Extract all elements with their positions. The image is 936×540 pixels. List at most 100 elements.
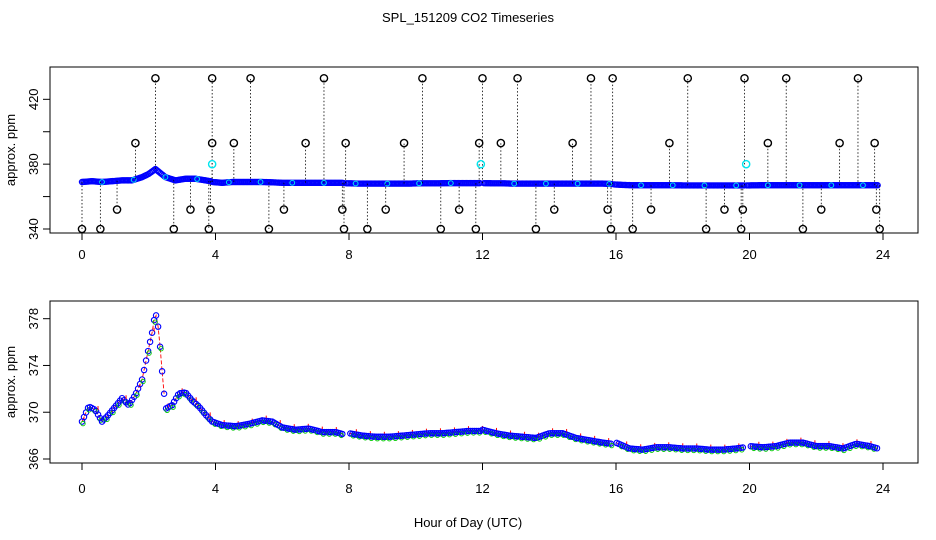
top-data-point-cyan [606,180,613,187]
bottom-data-point [154,323,162,330]
bottom-data-point [140,366,148,374]
x-tick-label: 0 [78,481,85,496]
x-tick-label: 4 [212,247,219,262]
y-tick-label: 366 [26,448,41,470]
top-outlier-point [77,224,87,234]
top-outlier-point [740,73,749,83]
bottom-series-line [81,313,165,423]
bottom-data-point [190,399,198,406]
top-data-point-cyan [447,180,454,187]
top-outlier-point [763,138,773,148]
top-outlier-point [381,205,391,214]
bottom-data-point-green [134,392,140,398]
bottom-data-point [130,393,138,401]
top-outlier-point [549,205,559,214]
bottom-data-point [170,398,178,405]
top-outlier-point [781,73,791,83]
x-tick-label: 12 [475,481,489,496]
bottom-data-point-green [338,432,344,439]
bottom-data-point [158,368,166,375]
top-outlier-point [646,205,656,214]
top-outlier-point [870,138,879,148]
bottom-data-point [230,422,238,430]
top-outlier-point [151,73,160,83]
bottom-data-point [339,430,346,438]
top-data-point-cyan [733,182,740,189]
bottom-y-axis: 366 370 374 378 [26,308,51,470]
top-outlier-point [338,205,347,214]
bottom-data-point-green [871,446,877,452]
bottom-data-point [685,445,693,452]
bottom-data-point [381,433,388,441]
top-outlier-point [301,138,310,148]
top-plot-frame [49,66,919,234]
top-data-point-cyan [194,176,201,182]
y-tick-label: 420 [26,88,41,110]
x-tick-label: 0 [78,247,85,262]
top-x-axis: 0 4 8 12 16 20 24 [78,232,890,262]
top-outlier-point [436,224,446,234]
bottom-data-point [739,444,747,451]
top-data-point-cyan [257,179,264,185]
top-outlier-point [835,138,844,148]
bottom-panel: 0 4 8 12 16 20 24 366 370 374 378 approx. ppm [3,300,919,496]
top-outlier-point [478,73,487,83]
bottom-data-point [142,357,150,364]
bottom-data-point [435,430,442,437]
top-outlier-point [474,138,484,148]
top-outlier-point [96,224,105,234]
top-outlier-point [131,138,140,148]
top-data-point [874,182,881,189]
top-outlier-point [736,224,746,234]
y-tick-label: 374 [26,355,41,377]
top-data-point-cyan [352,180,359,187]
bottom-data-point [655,444,662,451]
top-highlight-point [207,159,217,169]
top-data-point-cyan [384,180,391,187]
x-tick-label: 20 [742,481,756,496]
x-tick-label: 16 [609,481,623,496]
top-outlier-point [204,224,214,234]
bottom-data-point [94,411,102,418]
bottom-data-point [679,445,686,452]
bottom-data-point-green [146,350,152,356]
bottom-data-point-green [104,416,110,423]
top-data-point-cyan [701,182,708,189]
x-tick-label: 16 [609,247,623,262]
bottom-data-point-green [609,442,615,449]
bottom-plot-frame [49,300,919,464]
top-data-point-cyan [543,180,549,187]
top-data-point-cyan [162,174,169,181]
bottom-data-point [172,394,180,402]
bottom-data-point [549,430,556,437]
top-data-point-cyan [416,180,422,187]
bottom-data-point [375,433,382,441]
top-highlight-point [476,159,486,169]
bottom-data-point [327,428,334,436]
bottom-data-point-green [170,404,176,410]
bottom-data-point [188,397,196,404]
top-outlier-point [701,224,711,234]
top-outlier-point [341,138,350,148]
bottom-data-point [817,442,825,450]
top-outlier-point [683,73,693,83]
top-highlight-point [741,159,751,169]
top-outlier-point [319,73,329,83]
bottom-data-point [471,427,478,435]
bottom-data-point [152,312,160,319]
bottom-y-axis-label: approx. ppm [3,346,18,418]
bottom-data-point-green [98,417,104,423]
top-outlier-point [872,205,881,214]
top-data-point-cyan [225,179,232,186]
bottom-data-point [873,444,881,452]
x-tick-label: 8 [345,481,352,496]
top-outlier-point [363,224,372,234]
bottom-data-point [92,407,100,415]
x-tick-label: 24 [876,247,890,262]
top-outlier-point [112,205,122,214]
bottom-data-point [691,445,699,452]
bottom-data-point [429,430,436,437]
top-outlier-point [229,138,239,148]
top-data-point-cyan [669,182,676,189]
bottom-data-point [148,329,156,336]
